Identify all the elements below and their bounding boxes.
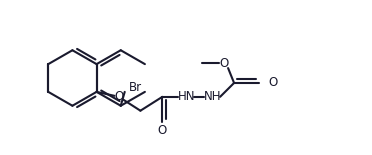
Text: O: O xyxy=(268,76,277,89)
Text: O: O xyxy=(158,124,167,137)
Text: Br: Br xyxy=(129,81,142,94)
Text: O: O xyxy=(219,57,229,70)
Text: HN: HN xyxy=(177,90,195,103)
Text: O: O xyxy=(114,90,123,103)
Text: NH: NH xyxy=(203,90,221,103)
